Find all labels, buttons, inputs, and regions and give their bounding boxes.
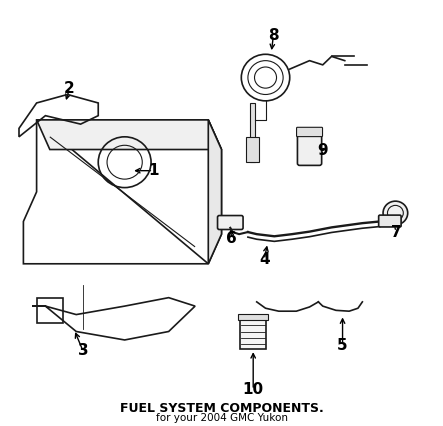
Text: 8: 8	[268, 28, 279, 43]
FancyBboxPatch shape	[379, 215, 401, 227]
Text: 5: 5	[337, 337, 348, 353]
Text: 4: 4	[259, 252, 269, 267]
Text: 1: 1	[148, 163, 159, 178]
Polygon shape	[246, 137, 259, 162]
Text: 7: 7	[391, 225, 401, 239]
Polygon shape	[250, 103, 255, 162]
Text: for your 2004 GMC Yukon: for your 2004 GMC Yukon	[155, 413, 288, 423]
Text: 2: 2	[64, 81, 75, 96]
Polygon shape	[37, 120, 208, 264]
Text: 3: 3	[78, 343, 88, 358]
FancyBboxPatch shape	[297, 130, 322, 165]
FancyBboxPatch shape	[296, 127, 323, 137]
Polygon shape	[238, 314, 268, 320]
FancyBboxPatch shape	[218, 216, 243, 230]
Text: 10: 10	[243, 383, 264, 397]
Circle shape	[383, 201, 408, 225]
Polygon shape	[240, 318, 266, 349]
Text: 9: 9	[318, 143, 328, 158]
Polygon shape	[37, 120, 222, 150]
Text: FUEL SYSTEM COMPONENTS.: FUEL SYSTEM COMPONENTS.	[120, 402, 323, 415]
Polygon shape	[208, 120, 222, 264]
Text: 6: 6	[226, 231, 237, 246]
